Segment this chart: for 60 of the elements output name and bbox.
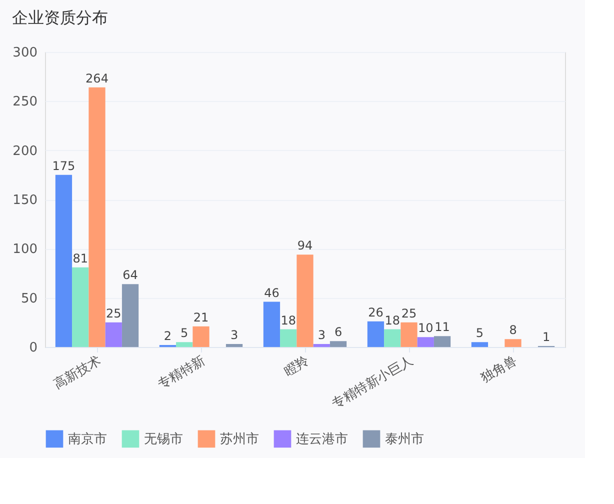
bar — [176, 342, 193, 347]
bar — [122, 284, 139, 347]
data-label: 26 — [368, 305, 384, 320]
legend-label: 连云港市 — [296, 432, 348, 447]
data-label: 94 — [297, 238, 313, 253]
data-label: 81 — [72, 251, 88, 266]
data-label: 18 — [280, 313, 296, 328]
x-tick-label: 专精特新小巨人 — [330, 354, 416, 412]
legend-label: 南京市 — [68, 432, 107, 447]
x-tick-label: 专精特新 — [155, 354, 208, 393]
bar — [330, 341, 347, 347]
x-tick-label: 高新技术 — [50, 352, 104, 393]
data-label: 8 — [509, 323, 517, 338]
bar — [504, 339, 522, 347]
data-label: 25 — [106, 306, 122, 320]
y-tick-label: 150 — [12, 193, 38, 208]
data-label: 264 — [86, 71, 108, 86]
data-label: 18 — [384, 313, 400, 328]
data-label: 2 — [164, 329, 172, 344]
y-tick-label: 300 — [12, 46, 38, 60]
bar — [296, 254, 314, 347]
legend-label: 苏州市 — [220, 432, 259, 447]
data-label: 3 — [230, 328, 238, 342]
data-label: 6 — [334, 325, 342, 340]
bar — [471, 342, 488, 347]
bar — [280, 329, 297, 347]
data-label: 5 — [180, 326, 188, 340]
data-label: 64 — [122, 268, 138, 282]
bar — [434, 336, 451, 347]
bar — [226, 344, 243, 347]
data-label: 1 — [542, 330, 550, 344]
y-tick-label: 0 — [29, 340, 38, 356]
legend-label: 无锡市 — [144, 432, 183, 447]
bar — [367, 321, 384, 347]
legend-label: 泰州市 — [385, 432, 424, 447]
x-tick-label: 独角兽 — [478, 354, 520, 386]
y-tick-label: 200 — [12, 144, 38, 159]
data-label: 11 — [434, 320, 450, 334]
x-tick-label: 瞪羚 — [282, 354, 312, 380]
y-tick-label: 100 — [12, 242, 38, 258]
bar — [192, 326, 210, 347]
data-label: 25 — [401, 306, 417, 320]
chart-title: 企业资质分布 — [12, 8, 108, 27]
data-label: 21 — [193, 310, 209, 324]
y-tick-label: 50 — [20, 291, 38, 306]
bar — [88, 87, 106, 347]
bar — [55, 174, 72, 347]
data-label: 3 — [318, 328, 326, 342]
bar — [105, 322, 122, 347]
bar — [384, 329, 401, 347]
bar — [417, 337, 434, 347]
data-label: 175 — [52, 158, 76, 173]
bar — [313, 344, 330, 347]
data-label: 10 — [418, 321, 434, 336]
data-label: 46 — [264, 286, 280, 300]
bar — [400, 322, 418, 347]
bar — [263, 302, 280, 347]
y-tick-label: 250 — [12, 94, 38, 110]
data-label: 5 — [476, 326, 484, 340]
bar — [72, 267, 89, 347]
